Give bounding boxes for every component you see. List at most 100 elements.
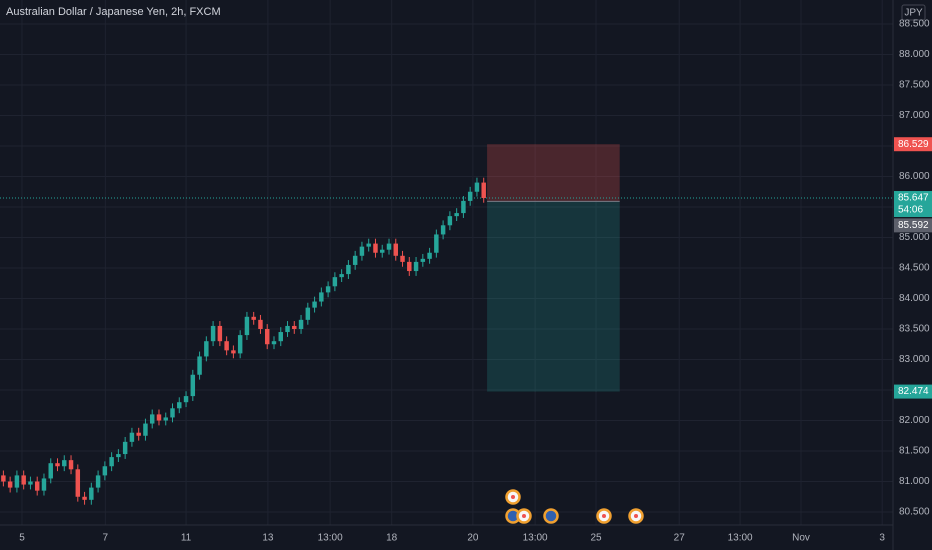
stop-price-label-bg [894,137,932,152]
currency-button[interactable] [901,4,926,21]
target-zone [487,201,620,392]
candle-body [292,325,297,329]
y-tick-label: 85.000 [899,232,930,243]
entry-price-label-bg [894,218,932,233]
candle-body [461,200,466,214]
target-price-label: 82.474 [898,386,929,397]
candle-body [271,341,277,345]
x-tick-label: 11 [181,533,192,544]
stop-zone [487,144,620,202]
candle-body [136,432,141,436]
y-tick-label: 81.500 [899,446,930,457]
candle-body [210,325,216,342]
candle-body [237,335,243,354]
candle-body [278,332,283,342]
candle-body [373,243,378,253]
event-dot [602,514,606,518]
x-tick-label: 3 [879,533,885,544]
x-tick-label: 7 [103,533,109,544]
x-tick-label: 13:00 [523,533,548,544]
candle-body [427,252,432,259]
candle-body [359,246,365,256]
candle-body [55,463,60,467]
x-tick-label: Nov [792,533,810,544]
candle-body [224,341,229,351]
candle-body [481,182,486,199]
candle-body [407,261,412,272]
x-tick-label: 13:00 [318,533,343,544]
x-tick-label: 18 [386,533,398,544]
candle-body [75,469,81,497]
candle-body [190,374,196,397]
candle-body [244,316,250,336]
event-dot [634,514,638,518]
candle-body [7,481,13,488]
candle-body [41,478,47,491]
candle-body [346,264,351,275]
event-icons [505,489,644,524]
candle-body [102,466,108,476]
candle-body [109,457,114,467]
candle-body [413,261,419,272]
candle-body [143,423,148,436]
candle-body [332,277,338,287]
candle-body [366,243,371,247]
candle-body [434,234,439,253]
candle-body [116,454,121,458]
candle-body [264,328,270,345]
stop-price-label: 86.529 [898,139,929,150]
candle-body [197,356,202,375]
y-tick-label: 86.000 [899,171,930,182]
candle-body [339,274,344,278]
candle-body [183,396,189,403]
event-icon[interactable] [543,508,559,524]
candle-body [305,307,311,320]
candle-body [258,319,263,329]
currency-label[interactable]: JPY [904,8,923,19]
candle-body [28,481,33,485]
x-tick-label: 27 [674,533,686,544]
y-tick-label: 82.000 [899,415,930,426]
candle-body [447,216,453,226]
candle-body [68,460,74,470]
y-tick-label: 84.000 [899,293,930,304]
x-tick-label: 20 [467,533,479,544]
candle-body [251,316,256,320]
candle-body [48,463,53,479]
last-price-label: 85.647 [898,193,929,204]
y-tick-label: 81.000 [899,476,930,487]
candle-body [474,182,480,192]
candle-body [393,243,398,256]
candle-body [1,475,6,482]
candle-body [454,213,459,217]
candle-body [467,191,473,201]
countdown-label: 54:06 [898,205,923,216]
candle-body [149,414,155,424]
candle-body [163,417,168,421]
y-tick-label: 80.500 [899,507,930,518]
candle-body [34,481,40,491]
x-tick-label: 13 [262,533,274,544]
y-tick-label: 83.000 [899,354,930,365]
y-tick-label: 84.500 [899,263,930,274]
event-dot [522,514,526,518]
candle-body [379,249,385,253]
candle-body [156,414,162,421]
y-tick-label: 87.000 [899,110,930,121]
y-tick-label: 88.500 [899,19,930,30]
candle-body [312,301,317,308]
candle-body [62,460,67,467]
candle-body [122,441,128,455]
candle-body [285,325,290,333]
candle-body [298,319,304,329]
candle-body [204,341,209,357]
y-tick-label: 88.000 [899,49,930,60]
target-price-label-bg [894,384,932,399]
event-dot [511,495,515,499]
candle-body [170,408,175,418]
candle-body [129,432,135,442]
x-tick-label: 25 [590,533,602,544]
candle-body [352,255,358,265]
